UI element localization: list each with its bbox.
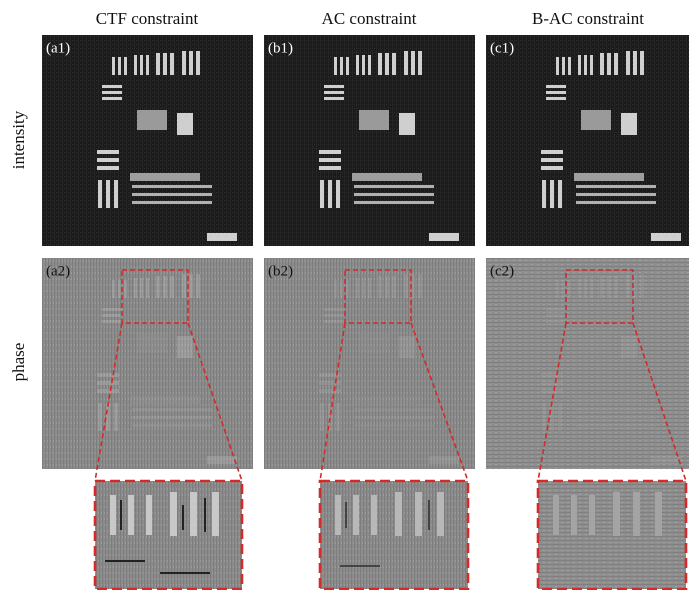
column-headers: CTF constraint AC constraint B-AC constr… xyxy=(96,9,644,28)
intensity-panel: (c1) xyxy=(486,35,689,246)
row-label: phase xyxy=(9,343,28,382)
panel-label: (a1) xyxy=(46,40,70,56)
panel-label: (c2) xyxy=(490,263,514,279)
panel-label: (c1) xyxy=(490,40,514,56)
zoom-inset xyxy=(320,481,468,589)
panel-label: (b2) xyxy=(268,263,293,279)
column-header: AC constraint xyxy=(322,9,417,28)
zoom-inset xyxy=(538,481,686,589)
column-header: CTF constraint xyxy=(96,9,199,28)
intensity-panel: (a1) xyxy=(42,35,253,246)
phase-panel: (a2) xyxy=(42,258,253,469)
intensity-panel: (b1) xyxy=(264,35,475,246)
zoom-inset xyxy=(95,481,242,589)
panel-label: (b1) xyxy=(268,40,293,56)
row-label: intensity xyxy=(9,110,28,169)
phase-panel: (b2) xyxy=(264,258,475,469)
column-header: B-AC constraint xyxy=(532,9,644,28)
figure: CTF constraint AC constraint B-AC constr… xyxy=(0,0,689,590)
panel-label: (a2) xyxy=(46,263,70,279)
phase-panel: (c2) xyxy=(486,258,689,469)
